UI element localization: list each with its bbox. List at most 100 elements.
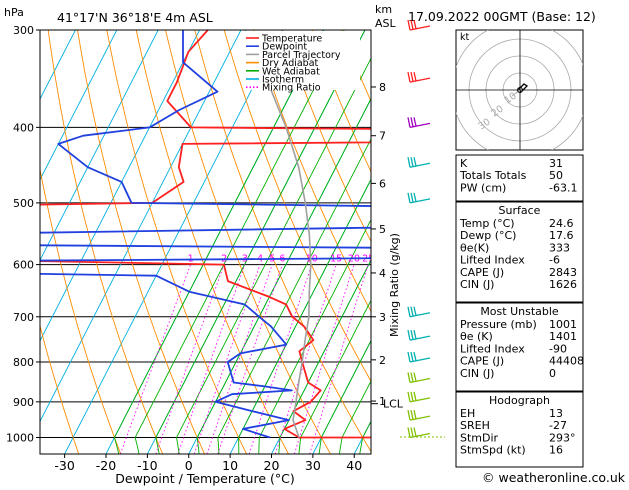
isotherm-line <box>0 30 158 454</box>
wind-barb-flag <box>411 157 413 166</box>
table-row-label: K <box>460 157 468 170</box>
wind-barb-flag <box>408 117 410 127</box>
wind-barb-flag <box>408 330 410 340</box>
wind-barb-flag <box>414 72 416 81</box>
km-tick-label: 8 <box>379 81 386 94</box>
km-tick-label: 2 <box>379 354 386 367</box>
table-row-value: 293° <box>549 431 576 444</box>
table-row-label: CAPE (J) <box>460 266 504 279</box>
wind-barb-flag <box>411 307 413 316</box>
wind-barb-flag <box>408 193 410 203</box>
table-row-label: Dewp (°C) <box>460 229 516 242</box>
table-row-label: CIN (J) <box>460 278 494 291</box>
table-row-label: Totals Totals <box>459 169 527 182</box>
wind-barb-flag <box>408 307 410 317</box>
wind-barb-flag <box>408 72 410 82</box>
asl-label: ASL <box>375 17 397 30</box>
wind-barb-flag <box>408 392 410 402</box>
dry-adiabat-line <box>0 30 37 454</box>
wind-barb-flag <box>411 72 413 81</box>
table-row-value: 2843 <box>549 266 577 279</box>
table-row-label: StmDir <box>460 431 499 444</box>
dry-adiabat-line <box>576 30 629 454</box>
x-tick-label: -30 <box>54 458 74 473</box>
mixing-ratio-line <box>156 265 224 454</box>
wind-barb-flag <box>414 410 416 419</box>
y-tick-label: 900 <box>13 396 34 409</box>
table-row-label: PW (cm) <box>460 181 506 194</box>
wind-barb-flag <box>411 427 413 436</box>
wind-barb-flag <box>414 307 416 316</box>
y-tick-label: 600 <box>13 259 34 272</box>
mixing-ratio-line <box>120 265 190 454</box>
table-row-label: CAPE (J) <box>460 355 504 368</box>
table-row-label: θe(K) <box>460 241 489 254</box>
table-row-value: 50 <box>549 169 563 182</box>
table-row-value: 1401 <box>549 330 577 343</box>
wind-barb-flag <box>414 427 416 436</box>
y-tick-label: 300 <box>13 24 34 37</box>
wind-barb-flag <box>414 330 416 339</box>
wind-barb-flag <box>408 372 410 382</box>
table-row-value: 13 <box>549 407 563 420</box>
km-tick-label: 5 <box>379 223 386 236</box>
x-axis-title: Dewpoint / Temperature (°C) <box>115 471 294 486</box>
y-tick-label: 1000 <box>6 431 34 444</box>
km-tick-label: 4 <box>379 267 386 280</box>
table-row-value: 16 <box>549 444 563 457</box>
isotherm-line <box>65 30 283 454</box>
wind-barb-flag <box>408 427 410 437</box>
wind-barb-flag <box>414 372 416 381</box>
dry-adiabat-line <box>107 30 247 454</box>
wind-barb-flag <box>411 330 413 339</box>
dry-adiabat-line <box>0 30 79 454</box>
hodograph-units: kt <box>460 32 470 43</box>
table-row-value: 44408 <box>549 355 584 368</box>
wind-barb-flag <box>411 410 413 419</box>
y-tick-label: 700 <box>13 311 34 324</box>
wind-barb-flag <box>411 392 413 401</box>
table-row-value: -90 <box>549 342 567 355</box>
wind-barb-flag <box>408 352 410 362</box>
most-unstable-title: Most Unstable <box>480 305 559 318</box>
pressure-unit-label: hPa <box>4 6 24 19</box>
wind-barb-flag <box>414 392 416 401</box>
table-row-value: 31 <box>549 157 563 170</box>
wind-barb-flag <box>411 117 413 126</box>
isotherm-line <box>0 30 75 454</box>
table-row-value: 333 <box>549 241 570 254</box>
hodograph-table-title: Hodograph <box>489 394 550 407</box>
wind-barb-flag <box>414 193 416 202</box>
isotherm-line <box>0 30 34 454</box>
x-tick-label: -20 <box>96 458 116 473</box>
mixing-ratio-line <box>218 265 283 454</box>
dry-adiabat-line <box>48 30 163 454</box>
x-tick-label: 30 <box>305 458 321 473</box>
location-label: 41°17'N 36°18'E 4m ASL <box>57 10 213 25</box>
y-tick-label: 500 <box>13 197 34 210</box>
table-row-value: 0 <box>549 367 556 380</box>
km-tick-label: 6 <box>379 177 386 190</box>
hodograph: 10 20 30 kt <box>452 22 588 158</box>
table-row-value: 24.6 <box>549 217 574 230</box>
table-row-label: SREH <box>460 419 490 432</box>
surface-title: Surface <box>499 204 541 217</box>
wind-barb-flag <box>414 117 416 126</box>
table-row-label: Lifted Index <box>460 342 525 355</box>
dry-adiabat-line <box>19 30 121 454</box>
km-tick-label: 7 <box>379 130 386 143</box>
table-row-value: 17.6 <box>549 229 574 242</box>
table-row-label: θe (K) <box>460 330 493 343</box>
table-row-value: 1001 <box>549 318 577 331</box>
wet-adiabat-line <box>156 30 365 454</box>
x-tick-label: 40 <box>346 458 362 473</box>
wind-barb-flag <box>414 157 416 166</box>
mixing-ratio-axis-title: Mixing Ratio (g/kg) <box>388 233 401 337</box>
km-tick-label: 3 <box>379 311 386 324</box>
y-tick-label: 800 <box>13 356 34 369</box>
